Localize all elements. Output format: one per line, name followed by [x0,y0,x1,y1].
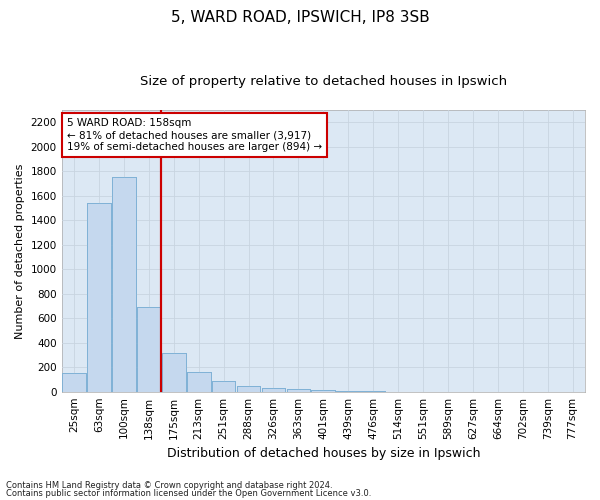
Bar [137,307,161,392]
Bar [262,388,286,392]
Y-axis label: Number of detached properties: Number of detached properties [15,163,25,338]
Bar [162,353,185,392]
Bar [311,390,335,392]
Bar [311,390,335,392]
Text: Contains HM Land Registry data © Crown copyright and database right 2024.: Contains HM Land Registry data © Crown c… [6,481,332,490]
Text: 5 WARD ROAD: 158sqm
← 81% of detached houses are smaller (3,917)
19% of semi-det: 5 WARD ROAD: 158sqm ← 81% of detached ho… [67,118,322,152]
Bar [112,178,136,392]
Bar [337,391,360,392]
Bar [237,386,260,392]
Bar [212,382,235,392]
Bar [287,390,310,392]
Bar [337,391,360,392]
Bar [87,203,111,392]
Bar [62,372,86,392]
Text: Contains public sector information licensed under the Open Government Licence v3: Contains public sector information licen… [6,488,371,498]
Bar [187,372,211,392]
Bar [162,353,185,392]
Bar [62,372,86,392]
X-axis label: Distribution of detached houses by size in Ipswich: Distribution of detached houses by size … [167,447,480,460]
Text: 5, WARD ROAD, IPSWICH, IP8 3SB: 5, WARD ROAD, IPSWICH, IP8 3SB [170,10,430,25]
Bar [187,372,211,392]
Title: Size of property relative to detached houses in Ipswich: Size of property relative to detached ho… [140,75,507,88]
Bar [262,388,286,392]
Bar [87,203,111,392]
Bar [287,390,310,392]
Bar [137,307,161,392]
Bar [212,382,235,392]
Bar [112,178,136,392]
Bar [237,386,260,392]
